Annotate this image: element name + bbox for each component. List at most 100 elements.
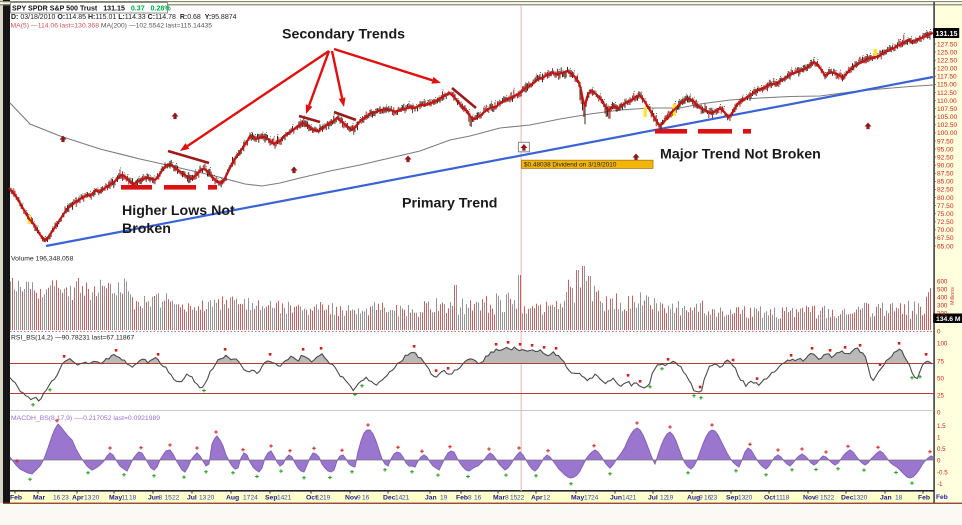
svg-text:77.50: 77.50 xyxy=(937,203,954,210)
svg-text:67.50: 67.50 xyxy=(937,235,954,242)
svg-text:Jun: Jun xyxy=(610,495,622,502)
svg-text:110.00: 110.00 xyxy=(937,98,957,105)
svg-text:600: 600 xyxy=(937,278,948,285)
svg-text:107.50: 107.50 xyxy=(937,106,958,113)
svg-text:Feb: Feb xyxy=(10,495,22,502)
svg-text:80.00: 80.00 xyxy=(937,195,954,202)
svg-text:Oct: Oct xyxy=(306,495,318,502)
svg-text:12: 12 xyxy=(660,495,668,502)
svg-text:Jul: Jul xyxy=(648,495,658,502)
svg-text:70.00: 70.00 xyxy=(937,227,954,234)
svg-text:Jun: Jun xyxy=(148,495,160,502)
svg-text:23: 23 xyxy=(62,495,70,502)
svg-text:105.00: 105.00 xyxy=(937,114,958,121)
svg-text:8: 8 xyxy=(505,495,509,502)
svg-text:20: 20 xyxy=(207,495,215,502)
svg-text:13: 13 xyxy=(84,495,92,502)
svg-text:MACDH_BS(8,17,9) —-0.217052 la: MACDH_BS(8,17,9) —-0.217052 last=0.09219… xyxy=(11,415,160,422)
svg-text:0: 0 xyxy=(937,458,941,465)
svg-text:75.00: 75.00 xyxy=(937,211,954,218)
svg-text:23: 23 xyxy=(710,495,718,502)
svg-text:400: 400 xyxy=(937,294,948,301)
svg-text:May: May xyxy=(109,495,122,502)
svg-text:8: 8 xyxy=(159,495,163,502)
svg-text:D: 03/18/2010 O:114.85 H:115.0: D: 03/18/2010 O:114.85 H:115.01 L:114.33… xyxy=(11,14,237,21)
svg-text:120.00: 120.00 xyxy=(937,66,958,73)
svg-text:24: 24 xyxy=(251,495,259,502)
svg-text:17: 17 xyxy=(243,495,251,502)
svg-text:Sep: Sep xyxy=(265,495,277,502)
svg-text:1: 1 xyxy=(937,435,941,442)
svg-text:Broken: Broken xyxy=(122,221,171,237)
svg-text:22: 22 xyxy=(827,495,835,502)
svg-text:-0.5: -0.5 xyxy=(937,469,948,476)
svg-text:95.00: 95.00 xyxy=(937,146,954,153)
svg-text:Major Trend Not Broken: Major Trend Not Broken xyxy=(660,147,821,163)
svg-text:17: 17 xyxy=(584,495,592,502)
svg-text:102.50: 102.50 xyxy=(937,122,958,129)
svg-text:15: 15 xyxy=(510,495,518,502)
svg-text:16: 16 xyxy=(704,495,712,502)
svg-text:0: 0 xyxy=(937,328,941,335)
svg-text:22: 22 xyxy=(172,495,180,502)
svg-text:18: 18 xyxy=(782,495,790,502)
svg-text:19: 19 xyxy=(440,495,448,502)
svg-text:-1: -1 xyxy=(937,481,943,488)
svg-text:8: 8 xyxy=(815,495,819,502)
svg-text:Feb: Feb xyxy=(456,495,468,502)
svg-text:97.50: 97.50 xyxy=(937,138,954,145)
svg-text:Apr: Apr xyxy=(72,495,84,502)
svg-text:85.00: 85.00 xyxy=(937,179,954,186)
svg-text:Secondary Trends: Secondary Trends xyxy=(282,27,405,43)
svg-text:12: 12 xyxy=(543,495,551,502)
svg-text:Nov: Nov xyxy=(345,495,358,502)
svg-text:200: 200 xyxy=(937,310,948,317)
svg-text:115.00: 115.00 xyxy=(937,82,957,89)
svg-text:Mar: Mar xyxy=(33,495,45,502)
svg-text:72.50: 72.50 xyxy=(937,219,954,226)
svg-text:Aug: Aug xyxy=(687,495,700,502)
svg-text:19: 19 xyxy=(666,495,674,502)
svg-text:Feb: Feb xyxy=(936,494,948,501)
svg-text:75: 75 xyxy=(937,358,944,365)
svg-text:50: 50 xyxy=(937,375,944,382)
svg-text:100.00: 100.00 xyxy=(937,130,958,137)
svg-text:87.50: 87.50 xyxy=(937,171,954,178)
svg-text:MA(5) —114.06 last=130.368 MA(: MA(5) —114.06 last=130.368 MA(200) —102.… xyxy=(11,22,213,29)
svg-text:25: 25 xyxy=(937,392,944,399)
svg-text:Apr: Apr xyxy=(531,495,543,502)
svg-text:65.00: 65.00 xyxy=(937,243,954,250)
svg-text:8: 8 xyxy=(468,495,472,502)
svg-text:14: 14 xyxy=(395,495,403,502)
svg-text:Nov: Nov xyxy=(803,495,816,502)
svg-text:Aug: Aug xyxy=(226,495,239,502)
svg-text:125.00: 125.00 xyxy=(937,49,958,56)
svg-text:9: 9 xyxy=(699,495,703,502)
svg-text:122.50: 122.50 xyxy=(937,58,958,65)
svg-text:112.50: 112.50 xyxy=(937,90,957,97)
svg-text:24: 24 xyxy=(591,495,599,502)
svg-text:Dec: Dec xyxy=(841,495,854,502)
svg-text:Feb: Feb xyxy=(918,495,930,502)
svg-text:19: 19 xyxy=(323,495,331,502)
svg-text:13: 13 xyxy=(199,495,207,502)
svg-text:15: 15 xyxy=(820,495,828,502)
svg-text:82.50: 82.50 xyxy=(937,187,954,194)
svg-text:20: 20 xyxy=(92,495,100,502)
svg-text:Oct: Oct xyxy=(764,495,776,502)
svg-text:Volume 196,348,058: Volume 196,348,058 xyxy=(11,256,74,263)
svg-text:18: 18 xyxy=(895,495,903,502)
svg-text:11: 11 xyxy=(122,495,129,502)
svg-text:21: 21 xyxy=(284,495,292,502)
svg-text:92.50: 92.50 xyxy=(937,154,954,161)
svg-text:13: 13 xyxy=(853,495,861,502)
svg-text:16: 16 xyxy=(362,495,370,502)
svg-text:20: 20 xyxy=(860,495,868,502)
svg-text:21: 21 xyxy=(629,495,637,502)
svg-text:1.5: 1.5 xyxy=(937,423,946,430)
svg-text:Higher Lows Not: Higher Lows Not xyxy=(122,203,235,219)
svg-text:9: 9 xyxy=(357,495,361,502)
svg-text:RSI_BS(14,2) —90.78231 last=67: RSI_BS(14,2) —90.78231 last=67.11867 xyxy=(11,335,134,342)
svg-text:Sep: Sep xyxy=(726,495,738,502)
svg-text:22: 22 xyxy=(517,495,525,502)
